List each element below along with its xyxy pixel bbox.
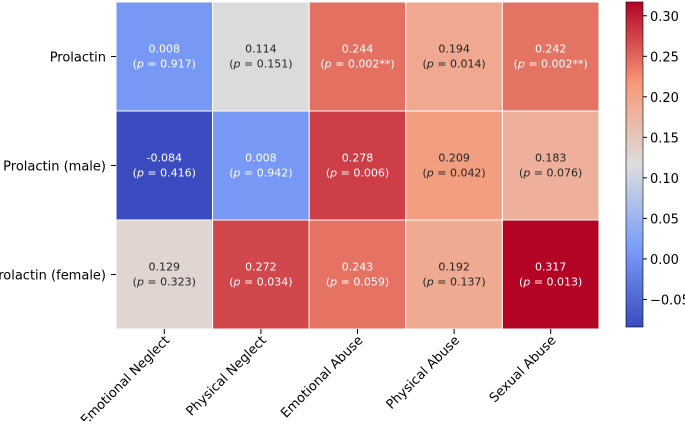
colorbar-tick-label: 0.30: [650, 10, 679, 25]
cell-value-label: 0.129: [149, 261, 181, 274]
heatmap-cell: [115, 219, 214, 330]
heatmap-cell: [501, 110, 600, 221]
cell-value-label: 0.183: [535, 152, 567, 165]
heatmap-cell: [308, 1, 407, 112]
heatmap-cell: [115, 110, 214, 221]
cell-p-label: (p = 0.059): [326, 276, 389, 289]
column-label: Sexual Abuse: [487, 333, 560, 406]
cell-value-label: 0.242: [535, 43, 567, 56]
colorbar: [625, 1, 644, 328]
heatmap-cell: [501, 1, 600, 112]
cell-p-label: (p = 0.151): [229, 58, 292, 71]
cell-value-label: 0.008: [245, 152, 277, 165]
heatmap-cell: [115, 1, 214, 112]
heatmap-cell: [212, 1, 310, 112]
cell-value-label: 0.008: [149, 43, 181, 56]
heatmap-cell: [405, 219, 503, 330]
colorbar-tick-label: 0.15: [650, 131, 679, 146]
heatmap-cell: [501, 219, 600, 330]
colorbar-tick-label: 0.00: [650, 253, 679, 268]
heatmap-cell: [405, 110, 503, 221]
cell-p-label: (p = 0.323): [133, 276, 196, 289]
cell-p-label: (p = 0.917): [133, 58, 196, 71]
cell-p-label: (p = 0.942): [229, 167, 292, 180]
row-label: Prolactin (female): [0, 269, 106, 284]
cell-p-label: (p = 0.034): [229, 276, 292, 289]
cell-p-label: (p = 0.002**): [514, 58, 588, 71]
cell-p-label: (p = 0.013): [519, 276, 582, 289]
heatmap-cell: [308, 110, 407, 221]
heatmap-cell: [308, 219, 407, 330]
heatmap-cell: [212, 219, 310, 330]
colorbar-tick-label: 0.10: [650, 172, 679, 187]
colorbar-tick-label: 0.20: [650, 91, 679, 106]
heatmap-cell: [405, 1, 503, 112]
heatmap-cell: [212, 110, 310, 221]
cell-p-label: (p = 0.014): [422, 58, 485, 71]
cell-value-label: 0.114: [245, 43, 277, 56]
cell-value-label: 0.278: [342, 152, 374, 165]
cell-value-label: -0.084: [147, 152, 182, 165]
cell-value-label: 0.243: [342, 261, 374, 274]
cell-p-label: (p = 0.416): [133, 167, 196, 180]
cell-value-label: 0.317: [535, 261, 567, 274]
cell-p-label: (p = 0.076): [519, 167, 582, 180]
column-label: Physical Neglect: [184, 333, 270, 419]
cell-p-label: (p = 0.042): [422, 167, 485, 180]
cell-p-label: (p = 0.006): [326, 167, 389, 180]
cell-value-label: 0.192: [438, 261, 470, 274]
cell-value-label: 0.272: [245, 261, 277, 274]
colorbar-tick-label: −0.05: [650, 293, 685, 308]
column-label: Physical Abuse: [384, 333, 463, 412]
colorbar-tick-label: 0.05: [650, 212, 679, 227]
cell-p-label: (p = 0.137): [422, 276, 485, 289]
colorbar-tick-label: 0.25: [650, 50, 679, 65]
cell-value-label: 0.209: [438, 152, 470, 165]
cell-value-label: 0.194: [438, 43, 470, 56]
cell-p-label: (p = 0.002**): [320, 58, 394, 71]
row-label: Prolactin: [50, 51, 106, 66]
column-label: Emotional Neglect: [78, 333, 173, 421]
row-label: Prolactin (male): [3, 160, 106, 175]
column-label: Emotional Abuse: [278, 333, 366, 421]
cell-value-label: 0.244: [342, 43, 374, 56]
